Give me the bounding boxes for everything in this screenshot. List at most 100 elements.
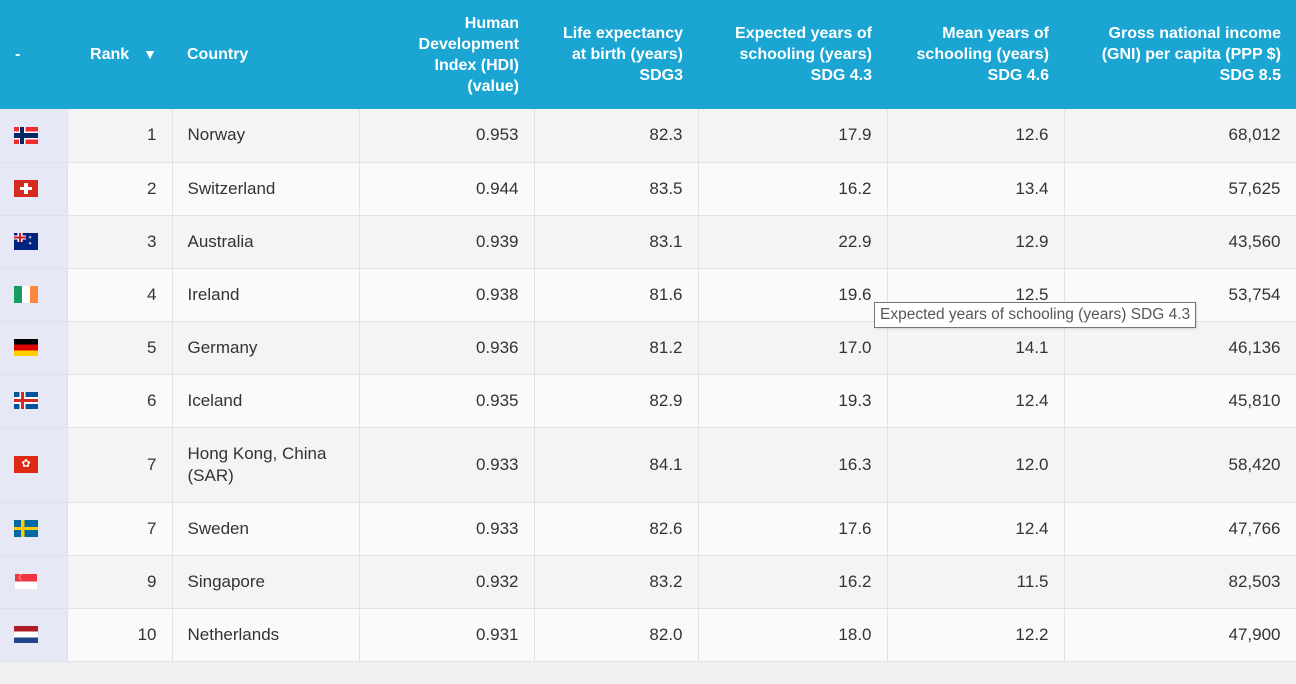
country-cell[interactable]: Ireland xyxy=(172,268,360,322)
country-cell[interactable]: Singapore xyxy=(172,555,360,609)
gni-cell: 46,136 xyxy=(1064,321,1296,375)
hdi-cell: 0.944 xyxy=(359,162,535,216)
hdi-cell: 0.933 xyxy=(359,427,535,503)
gni-cell: 68,012 xyxy=(1064,109,1296,163)
hdi-cell: 0.935 xyxy=(359,374,535,428)
hdi-header-line: (value) xyxy=(467,77,519,95)
rank-column-header[interactable]: Rank ▼ xyxy=(67,0,172,109)
gni-header-line: Gross national income xyxy=(1108,25,1281,42)
life-cell: 84.1 xyxy=(534,427,699,503)
flag-cell xyxy=(0,109,68,163)
country-name: Germany xyxy=(187,337,258,357)
mean-schooling-column-header[interactable]: Mean years of schooling (years) SDG 4.6 xyxy=(887,0,1064,109)
table-row[interactable]: 1 Norway 0.953 82.3 17.9 12.6 68,012 xyxy=(0,109,1296,163)
country-cell[interactable]: Netherlands xyxy=(172,608,360,662)
country-cell[interactable]: Norway xyxy=(172,109,360,163)
rank-header-label: Rank xyxy=(90,46,130,63)
gni-header-line: SDG 8.5 xyxy=(1219,67,1281,84)
table-row[interactable]: 4 Ireland 0.938 81.6 19.6 12.5 53,754 xyxy=(0,268,1296,322)
life-cell: 81.6 xyxy=(534,268,699,322)
country-cell[interactable]: Switzerland xyxy=(172,162,360,216)
hdi-table: - Rank ▼ Country Human Development Index (H… xyxy=(0,0,1296,662)
expected-header-line: SDG 4.3 xyxy=(810,67,872,84)
rank-cell: 4 xyxy=(67,268,173,322)
column-tooltip: Expected years of schooling (years) SDG … xyxy=(874,302,1197,328)
gni-cell: 43,560 xyxy=(1064,215,1296,269)
gni-cell: 45,810 xyxy=(1064,374,1296,428)
norway-flag-icon xyxy=(14,126,38,144)
table-row[interactable]: 5 Germany 0.936 81.2 17.0 14.1 46,136 xyxy=(0,321,1296,375)
expected-cell: 16.2 xyxy=(698,162,888,216)
country-cell[interactable]: Australia xyxy=(172,215,360,269)
expected-cell: 22.9 xyxy=(698,215,888,269)
flag-cell xyxy=(0,608,68,662)
table-row[interactable]: 7 Sweden 0.933 82.6 17.6 12.4 47,766 xyxy=(0,502,1296,556)
country-cell[interactable]: Hong Kong, China (SAR) xyxy=(172,427,360,503)
country-name: Singapore xyxy=(187,571,266,591)
country-name: Switzerland xyxy=(187,178,276,198)
flag-cell xyxy=(0,268,68,322)
life-header-line: at birth (years) xyxy=(571,46,683,63)
expected-cell: 16.3 xyxy=(698,427,888,503)
sort-descending-icon[interactable]: ▼ xyxy=(143,46,157,62)
rank-cell: 7 xyxy=(67,427,173,503)
country-column-header[interactable]: Country xyxy=(187,46,249,63)
table-row[interactable]: 10 Netherlands 0.931 82.0 18.0 12.2 47,900 xyxy=(0,608,1296,662)
expected-cell: 19.6 xyxy=(698,268,888,322)
life-expectancy-column-header[interactable]: Life expectancy at birth (years) SDG3 xyxy=(534,0,698,109)
expected-cell: 16.2 xyxy=(698,555,888,609)
country-name: Ireland xyxy=(187,284,240,304)
hdi-header-line: Development xyxy=(418,35,519,53)
header-row: - Rank ▼ Country Human Development Index (H… xyxy=(0,0,1296,109)
singapore-flag-icon xyxy=(14,573,38,590)
country-name: Hong Kong, China xyxy=(187,443,327,463)
expected-cell: 17.9 xyxy=(698,109,888,163)
iceland-flag-icon xyxy=(14,392,38,409)
sweden-flag-icon xyxy=(14,520,38,537)
rank-cell: 7 xyxy=(67,502,173,556)
netherlands-flag-icon xyxy=(14,626,38,643)
gni-cell: 58,420 xyxy=(1064,427,1296,503)
rank-cell: 1 xyxy=(67,109,173,163)
hdi-cell: 0.953 xyxy=(359,109,535,163)
rank-cell: 9 xyxy=(67,555,173,609)
country-cell[interactable]: Sweden xyxy=(172,502,360,556)
country-cell[interactable]: Germany xyxy=(172,321,360,375)
life-cell: 81.2 xyxy=(534,321,699,375)
table-row[interactable]: 2 Switzerland 0.944 83.5 16.2 13.4 57,625 xyxy=(0,162,1296,216)
mean-cell: 14.1 xyxy=(887,321,1065,375)
mean-cell: 13.4 xyxy=(887,162,1065,216)
hdi-cell: 0.933 xyxy=(359,502,535,556)
gni-cell: 57,625 xyxy=(1064,162,1296,216)
hdi-cell: 0.931 xyxy=(359,608,535,662)
mean-header-line: SDG 4.6 xyxy=(987,67,1049,84)
life-header-line: Life expectancy xyxy=(562,25,683,42)
expected-cell: 17.0 xyxy=(698,321,888,375)
mean-cell: 11.5 xyxy=(887,555,1065,609)
expected-header-line: Expected years of xyxy=(735,25,872,42)
germany-flag-icon xyxy=(14,339,38,356)
rank-cell: 6 xyxy=(67,374,173,428)
hdi-column-header[interactable]: Human Development Index (HDI) (value) xyxy=(359,0,534,109)
mean-cell: 12.4 xyxy=(887,502,1065,556)
table-header: - Rank ▼ Country Human Development Index (H… xyxy=(0,0,1296,109)
flag-column-header[interactable]: - xyxy=(15,46,21,63)
switzerland-flag-icon xyxy=(14,180,38,197)
country-name: Netherlands xyxy=(187,624,280,644)
gni-column-header[interactable]: Gross national income (GNI) per capita (P… xyxy=(1064,0,1296,109)
ireland-flag-icon xyxy=(14,286,38,303)
table-row[interactable]: 6 Iceland 0.935 82.9 19.3 12.4 45,810 xyxy=(0,374,1296,428)
hdi-cell: 0.936 xyxy=(359,321,535,375)
life-cell: 83.2 xyxy=(534,555,699,609)
country-cell[interactable]: Iceland xyxy=(172,374,360,428)
expected-schooling-column-header[interactable]: Expected years of schooling (years) SDG 4.… xyxy=(698,0,887,109)
mean-cell: 12.4 xyxy=(887,374,1065,428)
rank-cell: 10 xyxy=(67,608,173,662)
mean-cell: 12.9 xyxy=(887,215,1065,269)
country-name: (SAR) xyxy=(187,465,234,485)
hdi-cell: 0.932 xyxy=(359,555,535,609)
flag-cell xyxy=(0,321,68,375)
